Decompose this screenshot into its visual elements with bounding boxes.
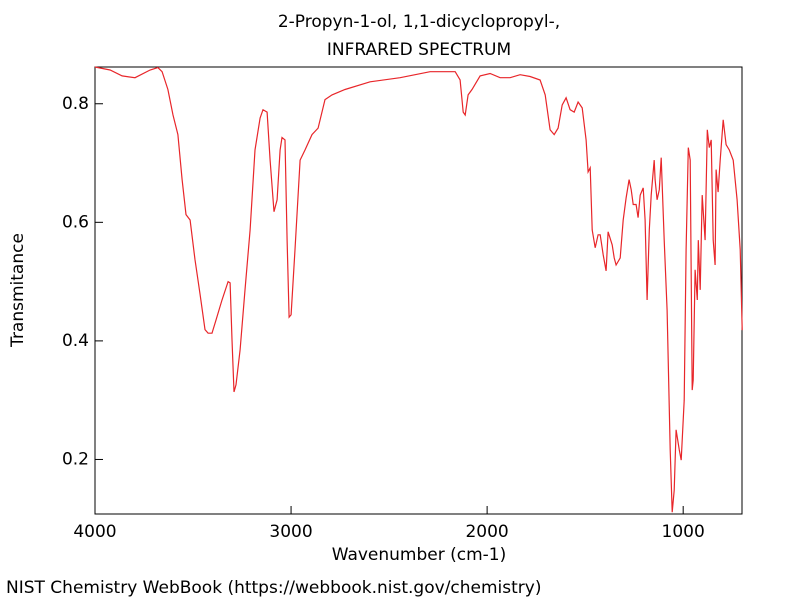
y-tick-label: 0.4 [62,331,89,351]
x-tick-label: 2000 [465,522,508,542]
footer: NIST Chemistry WebBook (https://webbook.… [6,578,541,598]
x-tick-label: 3000 [269,522,312,542]
x-axis-label: Wavenumber (cm-1) [332,545,507,565]
chart-subtitle: INFRARED SPECTRUM [327,40,511,60]
y-tick-label: 0.8 [62,94,89,114]
y-tick-label: 0.2 [62,449,89,469]
y-axis-label: Transmitance [8,233,28,348]
plot-frame [94,66,743,515]
chart-title: 2-Propyn-1-ol, 1,1-dicyclopropyl-, [278,12,560,32]
x-tick-label: 1000 [662,522,705,542]
x-tick-label: 4000 [73,522,116,542]
spectrum-line [94,66,743,513]
y-tick-label: 0.6 [62,212,89,232]
